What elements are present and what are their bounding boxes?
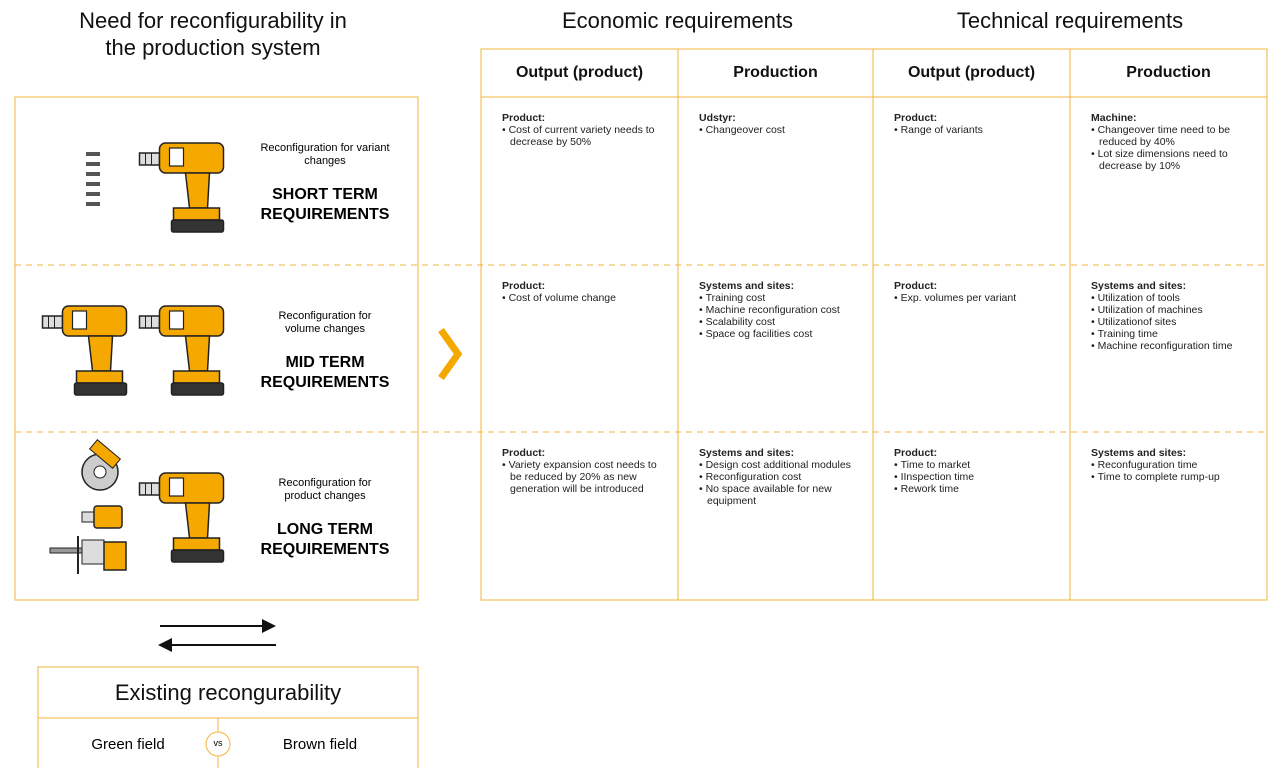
cell-heading: Product: (502, 112, 546, 124)
existing-box (37, 666, 419, 768)
drill-icon (138, 305, 225, 396)
cell-heading: Udstyr: (699, 112, 736, 124)
bullet-item: Range of variants (894, 124, 1056, 136)
bullet-item: Changeover cost (699, 124, 859, 136)
cell-heading: Product: (894, 112, 938, 124)
cell-heading: Product: (502, 280, 546, 292)
bits (86, 152, 100, 206)
bullet-item: Training time (1091, 328, 1253, 340)
bullet-item: No space available for new equipment (699, 483, 859, 507)
cell: Systems and sites:Training costMachine r… (699, 280, 873, 340)
column-header: Output (product) (907, 64, 1036, 81)
bullet-item: Utilizationof sites (1091, 316, 1253, 328)
cell: Systems and sites:Design cost additional… (699, 447, 873, 507)
column-header: Production (733, 64, 818, 81)
bullet-item: Cost of current variety needs to decreas… (502, 124, 664, 148)
bullet-item: Exp. volumes per variant (894, 292, 1056, 304)
left-title: Need for reconfigurability in the produc… (13, 7, 413, 61)
bullet-item: Design cost additional modules (699, 459, 859, 471)
cell: Product:Exp. volumes per variant (894, 280, 1070, 304)
cell-heading: Systems and sites: (699, 447, 795, 459)
bullet-item: Time to complete rump-up (1091, 471, 1253, 483)
cell-heading: Systems and sites: (1091, 447, 1187, 459)
economic-heading: Economic requirements (561, 8, 794, 33)
bullet-item: Changeover time need to be reduced by 40… (1091, 124, 1253, 148)
bullet-item: Machine reconfiguration cost (699, 304, 859, 316)
cell-heading: Product: (502, 447, 546, 459)
bullet-item: Reconfuguration time (1091, 459, 1253, 471)
bullet-item: Variety expansion cost needs to be reduc… (502, 459, 664, 495)
cell-heading: Product: (894, 447, 938, 459)
bullet-item: Cost of volume change (502, 292, 664, 304)
table-box (480, 48, 1268, 601)
bullet-item: IInspection time (894, 471, 1056, 483)
cell: Machine:Changeover time need to be reduc… (1091, 112, 1267, 172)
cell-heading: Systems and sites: (699, 280, 795, 292)
existing-title: Existing recongurability (114, 680, 342, 705)
bullet-item: Machine reconfiguration time (1091, 340, 1253, 352)
cell-heading: Machine: (1091, 112, 1137, 124)
drill-icon (138, 142, 225, 233)
bullet-item: Utilization of machines (1091, 304, 1253, 316)
vs: vs (213, 738, 223, 748)
title-line: the production system (105, 35, 321, 60)
bullet-item: Time to market (894, 459, 1056, 471)
column-header: Output (product) (515, 64, 644, 81)
cell: Product:Time to marketIInspection timeRe… (894, 447, 1070, 495)
cell: Product:Cost of volume change (502, 280, 678, 304)
row-label: Reconfiguration for product changes (278, 477, 372, 502)
row-term: SHORT TERM REQUIREMENTS (260, 186, 390, 223)
grinder-icon (81, 439, 122, 491)
green-field: Green field (91, 736, 165, 753)
left-box (14, 96, 419, 601)
row-term: MID TERM REQUIREMENTS (260, 354, 390, 391)
bullet-item: Lot size dimensions need to decrease by … (1091, 148, 1253, 172)
chuck-icon (81, 505, 123, 529)
cell: Udstyr:Changeover cost (699, 112, 873, 136)
row-term: LONG TERM REQUIREMENTS (260, 521, 390, 558)
drill-icon (41, 305, 128, 396)
bullet-item: Utilization of tools (1091, 292, 1253, 304)
bullet-item: Training cost (699, 292, 859, 304)
cell: Product:Variety expansion cost needs to … (502, 447, 678, 495)
cell: Systems and sites:Reconfuguration timeTi… (1091, 447, 1267, 483)
jigsaw-icon (49, 536, 127, 574)
drill-icon (138, 472, 225, 563)
title-line: Need for reconfigurability in (79, 8, 347, 33)
bullet-item: Rework time (894, 483, 1056, 495)
column-header: Production (1126, 64, 1211, 81)
brown-field: Brown field (282, 736, 358, 753)
row-label: Reconfiguration for volume changes (278, 310, 372, 335)
chevron (438, 327, 463, 381)
cell-heading: Systems and sites: (1091, 280, 1187, 292)
cell: Product:Cost of current variety needs to… (502, 112, 678, 148)
cell: Product:Range of variants (894, 112, 1070, 136)
bullet-item: Space og facilities cost (699, 328, 859, 340)
row-label: Reconfiguration for variant changes (260, 142, 390, 167)
technical-heading: Technical requirements (956, 8, 1184, 33)
cell-heading: Product: (894, 280, 938, 292)
bullet-item: Reconfiguration cost (699, 471, 859, 483)
bullet-item: Scalability cost (699, 316, 859, 328)
cell: Systems and sites:Utilization of toolsUt… (1091, 280, 1267, 352)
